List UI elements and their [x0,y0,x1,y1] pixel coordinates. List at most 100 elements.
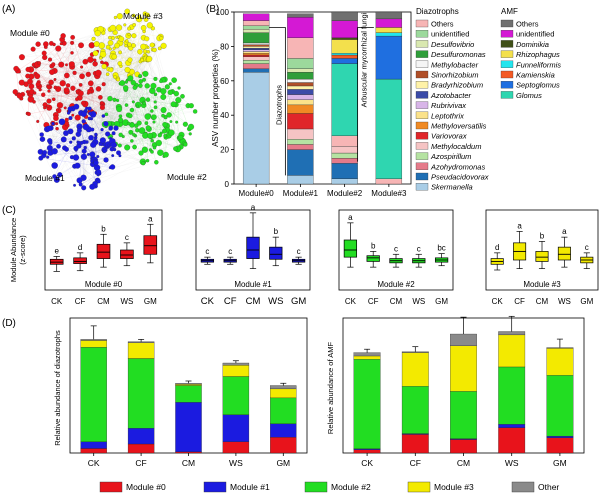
significance-letter: c [228,247,232,256]
network-edge [141,85,148,131]
significance-letter: c [205,247,209,256]
bar-segment [242,63,270,69]
network-node [90,141,97,148]
network-node [116,98,120,102]
x-tick-label: WS [120,297,133,306]
network-edge [30,94,84,188]
network-node [82,58,89,65]
network-edge [49,140,113,156]
x-tick-label: CF [514,297,525,306]
network-edge [66,149,84,157]
bar-segment [331,63,358,136]
network-edge [115,37,144,76]
network-edge [30,94,96,138]
x-tick-label: CK [492,297,504,306]
network-node [166,112,172,118]
box-body [343,239,358,258]
bar-segment [287,85,314,90]
bar-segment [331,163,358,179]
panel-b-chart: 0 20 40 60 80 100 ASV number properties (%) Mod… [211,7,561,198]
network-node [138,74,143,79]
bar-segment [287,139,314,145]
legend-swatch [500,30,514,38]
network-node [119,80,126,86]
network-node [132,85,138,90]
network-edge [68,83,121,133]
network-node [135,128,140,133]
network-node [71,113,75,117]
box-body [366,255,380,262]
network-edge [118,152,144,164]
bar-segment [331,158,358,164]
network-node [51,62,56,67]
network-edge [120,69,128,121]
network-edge [44,53,120,110]
network-edge [140,60,148,77]
network-node [178,135,184,140]
network-node [81,100,86,106]
network-node [70,35,75,40]
network-edge [101,85,137,104]
network-node [127,75,134,82]
network-edge [114,60,148,78]
network-node [145,125,151,131]
annotation-amf: Arbuscular mycorrhizal fungi [360,12,369,107]
network-node [46,155,50,159]
network-node [111,131,116,136]
network-node [64,72,70,79]
x-tick-label: GM [553,458,567,468]
panel-label-c: (C) [2,205,16,216]
network-edge [136,58,144,126]
network-edge [66,75,121,84]
network-edge [130,79,168,87]
network-node [117,35,120,39]
network-node [116,106,123,113]
network-edge [88,74,138,131]
network-node [117,143,122,148]
legend-label: Azospirillum [430,152,471,161]
plot-frame [233,11,412,185]
network-node [108,35,112,40]
network-node [102,148,107,154]
legend-label: Others [431,20,454,29]
bar-segment [287,104,314,114]
network-node [104,112,109,117]
network-node [49,69,55,75]
significance-letter: c [125,233,129,242]
network-node [168,82,172,86]
network-edge [54,69,128,72]
network-edge [72,37,146,134]
bar-segment [331,37,358,40]
network-node [78,182,83,187]
box-body [96,243,111,259]
bar-segment [80,339,107,341]
bar-segment [242,47,270,50]
network-node [152,120,156,124]
network-edge [48,90,93,187]
network-edge [62,39,151,136]
network-node [105,131,111,137]
panel-c-chart: Module Abundance (z-score) Module #0 e CK d CF… [9,203,599,307]
bar-segment [270,397,297,424]
bar-segment [242,42,270,45]
network-node [105,72,110,76]
network-edge [101,62,121,156]
network-edge [45,46,162,134]
module-label-3: Module #3 [123,11,163,21]
network-node [163,133,167,138]
network-node [76,140,81,145]
network-node [39,136,46,142]
network-edge [163,99,179,157]
network-node [34,73,41,80]
network-edge [96,43,150,130]
network-node [108,47,112,51]
network-edge [66,45,134,92]
network-node [96,169,102,175]
network-node [124,66,131,73]
network-edge [75,51,146,158]
network-node [152,47,157,53]
network-node [150,82,157,89]
network-edge [71,64,85,143]
box-panel-title: Module #3 [523,280,561,289]
network-edge [17,53,45,71]
